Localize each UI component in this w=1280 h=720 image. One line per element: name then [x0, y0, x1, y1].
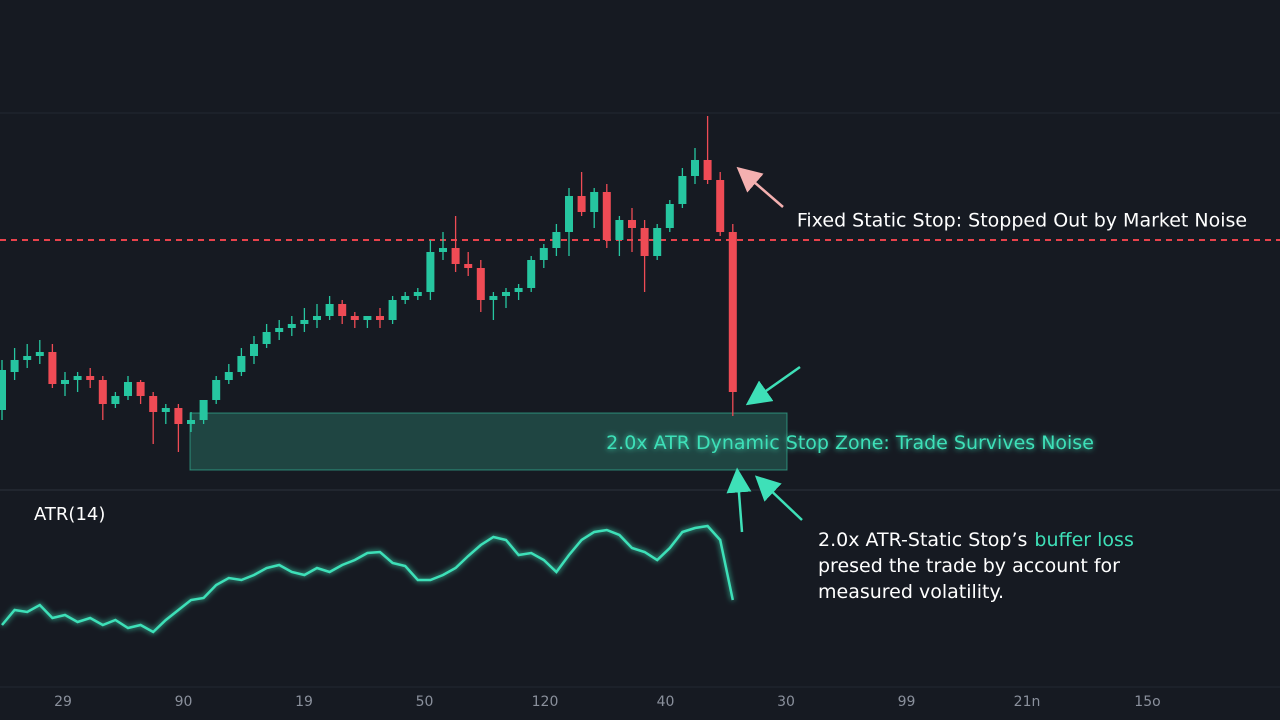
candle-body: [187, 420, 195, 424]
candle-body: [502, 292, 510, 296]
candle-body: [287, 324, 296, 328]
annotation-text: buffer loss: [1034, 529, 1133, 551]
x-tick-label: 40: [657, 694, 675, 710]
candle-body: [61, 380, 69, 384]
candle-body: [426, 252, 435, 292]
candle-body: [124, 382, 132, 396]
candle-body: [111, 396, 120, 404]
candle-body: [23, 356, 32, 360]
candle-body: [262, 332, 271, 344]
candle-body: [237, 356, 246, 372]
candle-body: [224, 372, 233, 380]
candle-body: [174, 408, 183, 424]
candle-body: [0, 370, 6, 410]
candle-body: [212, 380, 221, 400]
x-tick-label: 90: [175, 694, 193, 710]
candle-body: [73, 376, 82, 380]
candle-body: [577, 196, 586, 212]
candle-body: [489, 296, 498, 300]
candle-body: [325, 304, 334, 316]
arrow: [754, 475, 803, 521]
candle-body: [665, 204, 674, 228]
x-tick-label: 15o: [1134, 694, 1160, 710]
candle-body: [199, 400, 208, 420]
candle-body: [590, 192, 599, 212]
candle-body: [363, 316, 372, 320]
candle-body: [48, 352, 57, 384]
candle-body: [565, 196, 573, 232]
arrow: [736, 166, 784, 208]
candle-body: [439, 248, 447, 252]
candle-body: [464, 264, 473, 268]
candle-body: [703, 160, 712, 180]
candle-body: [451, 248, 460, 264]
candle-body: [401, 296, 410, 300]
candle-body: [552, 232, 561, 248]
candle-body: [615, 220, 624, 240]
x-tick-label: 21n: [1014, 694, 1041, 710]
candle-body: [313, 316, 321, 320]
candle-body: [86, 376, 95, 380]
price-panel: 2.0x ATR Dynamic Stop Zone: Trade Surviv…: [0, 116, 1280, 471]
candle-body: [388, 300, 397, 320]
stop-zone-label: 2.0x ATR Dynamic Stop Zone: Trade Surviv…: [606, 432, 1094, 454]
candle-body: [413, 292, 422, 296]
arrow: [726, 467, 752, 533]
x-tick-label: 120: [532, 694, 559, 710]
stop-zone: [189, 412, 788, 471]
candle-body: [678, 176, 687, 204]
atr-title: ATR(14): [34, 504, 105, 525]
candle-body: [640, 228, 649, 256]
candle-body: [136, 382, 145, 396]
candle-body: [350, 316, 359, 320]
candle-body: [98, 380, 107, 404]
x-tick-label: 29: [54, 694, 72, 710]
atr-panel: [1, 524, 735, 634]
candle-body: [514, 288, 523, 292]
candle-body: [728, 232, 737, 392]
candle-body: [539, 248, 548, 260]
candle-body: [250, 344, 258, 356]
candle-body: [161, 408, 170, 412]
candle-body: [691, 160, 699, 176]
candle-body: [300, 320, 309, 324]
x-tick-label: 30: [777, 694, 795, 710]
x-tick-label: 50: [416, 694, 434, 710]
candle-body: [149, 396, 158, 412]
candle-body: [376, 316, 384, 320]
candle-body: [628, 220, 636, 228]
candle-body: [338, 304, 347, 316]
annotation-text: measured volatility.: [818, 581, 1004, 603]
candle-body: [716, 180, 725, 232]
arrow: [745, 365, 801, 406]
candle-body: [35, 352, 44, 356]
x-tick-label: 19: [295, 694, 313, 710]
annotation: 2.0x ATR-Static Stop’s buffer loss presed …: [818, 529, 1134, 603]
atr-line: [1, 524, 735, 634]
annotation-text: 2.0x ATR-Static Stop’s: [818, 529, 1027, 551]
candle-body: [527, 260, 536, 288]
static-stop-label: Fixed Static Stop: Stopped Out by Market…: [797, 210, 1247, 232]
candle-body: [476, 268, 485, 300]
candle-body: [275, 328, 284, 332]
candle-body: [10, 360, 19, 372]
annotation-text: presed the trade by account for: [818, 555, 1120, 577]
candle-body: [653, 228, 662, 256]
x-tick-label: 99: [898, 694, 916, 710]
candle-body: [602, 192, 611, 240]
